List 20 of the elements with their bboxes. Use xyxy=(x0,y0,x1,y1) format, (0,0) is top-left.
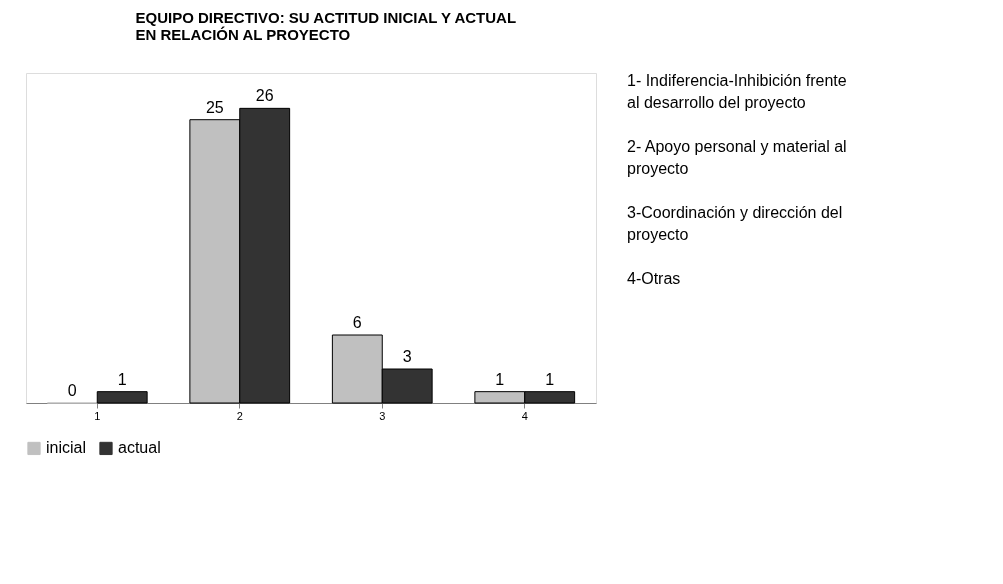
data-label: 26 xyxy=(255,87,274,105)
data-label: 1 xyxy=(117,370,127,388)
bar xyxy=(96,391,148,404)
data-label: 1 xyxy=(495,370,505,388)
data-label: 25 xyxy=(205,98,224,116)
chart-title: EQUIPO DIRECTIVO: SU ACTITUD INICIAL Y ACTUAL EN RELACIÓN AL PROYECTO xyxy=(135,8,517,43)
data-label: 6 xyxy=(352,314,362,332)
data-label: 1 xyxy=(545,370,555,388)
x-tick-label: 4 xyxy=(521,409,528,422)
x-tick-label: 1 xyxy=(94,409,101,422)
x-tick-label: 3 xyxy=(379,409,386,422)
x-tick-label: 2 xyxy=(236,409,243,422)
data-label: 3 xyxy=(402,348,412,365)
text: 2- Apoyo personal y material al proyecto xyxy=(627,138,847,177)
text: 4-Otras xyxy=(627,270,681,287)
data-label: 0 xyxy=(67,382,77,399)
text: 3-Coordinación y dirección del proyecto xyxy=(627,204,843,243)
text: 1- Indiferencia-Inhibición frente al desarrollo del proyecto xyxy=(627,72,847,111)
legend-label: inicial xyxy=(46,439,87,457)
legend-label: actual xyxy=(118,439,161,457)
